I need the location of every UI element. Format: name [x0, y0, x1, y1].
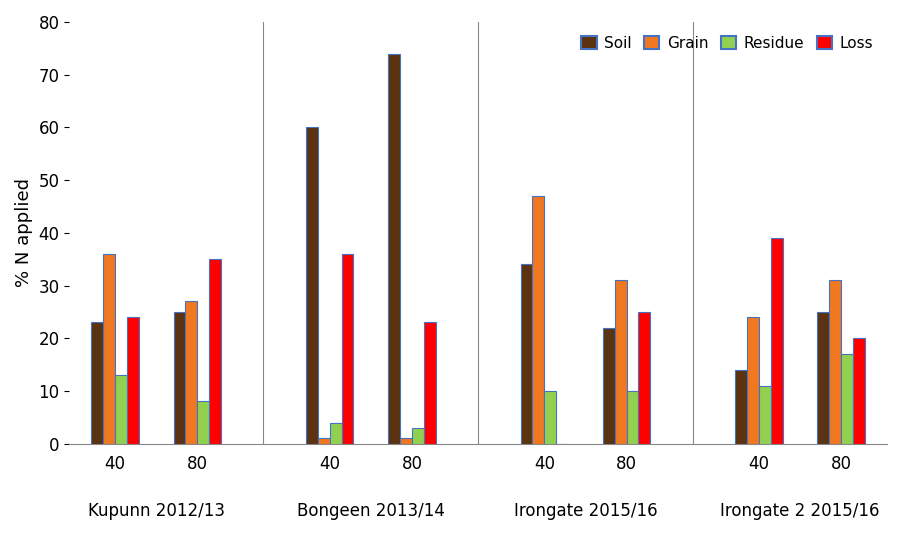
Bar	[424, 322, 435, 444]
Bar	[317, 438, 330, 444]
Bar	[127, 317, 139, 444]
Bar	[853, 338, 865, 444]
Text: Bongeen 2013/14: Bongeen 2013/14	[297, 502, 444, 520]
Bar	[115, 375, 127, 444]
Bar	[173, 312, 185, 444]
Bar	[627, 391, 639, 444]
Bar	[412, 428, 424, 444]
Bar	[521, 265, 532, 444]
Bar	[736, 370, 747, 444]
Bar	[92, 322, 103, 444]
Bar	[388, 54, 400, 444]
Bar	[639, 312, 650, 444]
Bar	[544, 391, 556, 444]
Bar	[817, 312, 829, 444]
Text: Irongate 2015/16: Irongate 2015/16	[513, 502, 658, 520]
Bar	[532, 196, 544, 444]
Bar	[841, 354, 853, 444]
Bar	[330, 423, 342, 444]
Text: Kupunn 2012/13: Kupunn 2012/13	[88, 502, 225, 520]
Bar	[829, 280, 841, 444]
Bar	[185, 301, 198, 444]
Bar	[603, 328, 615, 444]
Bar	[306, 127, 317, 444]
Bar	[759, 386, 771, 444]
Bar	[103, 254, 115, 444]
Bar	[771, 238, 783, 444]
Bar	[615, 280, 627, 444]
Bar	[747, 317, 759, 444]
Bar	[400, 438, 412, 444]
Bar	[210, 259, 221, 444]
Bar	[198, 401, 210, 444]
Y-axis label: % N applied: % N applied	[15, 179, 33, 287]
Bar	[342, 254, 354, 444]
Legend: Soil, Grain, Residue, Loss: Soil, Grain, Residue, Loss	[575, 30, 879, 57]
Text: Irongate 2 2015/16: Irongate 2 2015/16	[720, 502, 880, 520]
